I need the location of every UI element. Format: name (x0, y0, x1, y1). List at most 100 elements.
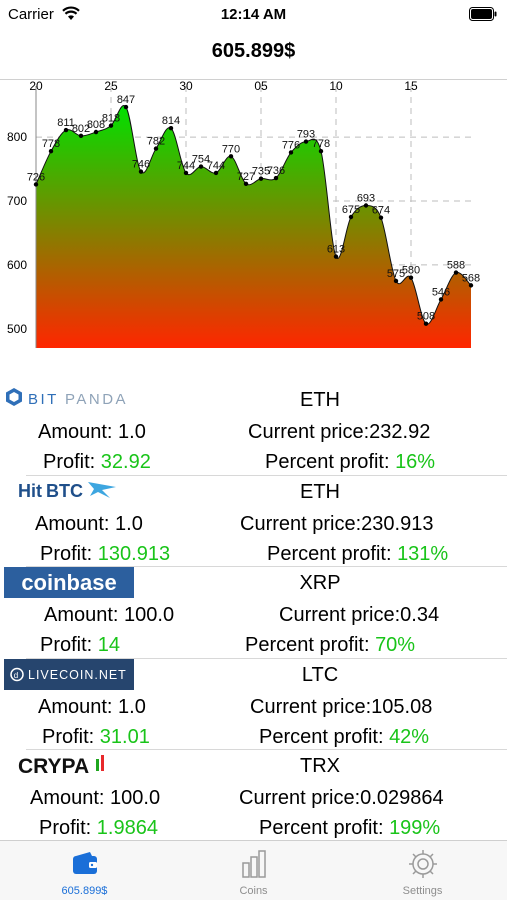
data-point (393, 278, 399, 284)
tab-label-wallet: 605.899$ (61, 885, 108, 897)
profit-label: Profit: 32.92 (43, 451, 151, 474)
percent-profit-value: 70% (375, 634, 416, 657)
tab-wallet[interactable]: 605.899$ (0, 841, 169, 900)
data-point (438, 297, 444, 302)
svg-text:coinbase: coinbase (21, 570, 116, 595)
svg-text:LIVECOIN.NET: LIVECOIN.NET (28, 668, 127, 682)
percent-profit-caption: Percent profit: (267, 542, 398, 565)
area-fill (36, 105, 471, 349)
data-label: 726 (27, 171, 45, 183)
data-point (198, 164, 204, 169)
data-point (348, 214, 354, 220)
profit-label: Profit: 31.01 (42, 726, 150, 749)
data-point (48, 148, 54, 154)
percent-profit-label: Percent profit: 42% (259, 726, 429, 749)
data-label: 508 (417, 311, 435, 323)
y-tick-label: 500 (7, 322, 27, 336)
bitpanda-logo: BIT PANDA (6, 388, 128, 408)
nav-divider (0, 79, 507, 80)
percent-profit-label: Percent profit: 70% (245, 634, 415, 657)
data-label: 693 (357, 192, 375, 204)
profit-value: 130.913 (97, 542, 171, 565)
data-point (78, 133, 84, 139)
profit-value: 32.92 (100, 451, 151, 473)
data-label: 782 (147, 136, 165, 148)
data-label: 727 (237, 171, 255, 183)
percent-profit-caption: Percent profit: (265, 451, 396, 473)
data-point (168, 125, 174, 131)
data-label: 580 (402, 265, 420, 277)
data-point (108, 123, 114, 128)
holding-row[interactable]: Hit BTC ETH Amount: 1.0 Current price:230.91… (0, 476, 507, 568)
holding-row[interactable]: BIT PANDA ETH Amount: 1.0 Current price:232.… (0, 384, 507, 476)
data-point (303, 139, 309, 144)
data-label: 808 (87, 119, 105, 131)
data-point (93, 129, 99, 135)
data-label: 744 (177, 160, 195, 172)
bar-chart-icon (242, 850, 266, 878)
data-point (243, 181, 249, 186)
row-divider (26, 657, 507, 659)
svg-text:BIT: BIT (28, 391, 59, 408)
percent-profit-value: 199% (389, 817, 441, 840)
row-divider (26, 566, 507, 568)
svg-text:d: d (14, 671, 18, 680)
data-point (213, 170, 219, 176)
data-label: 674 (372, 205, 390, 217)
percent-profit-label: Percent profit: 16% (265, 451, 435, 474)
profit-caption: Profit: (43, 451, 101, 473)
data-label: 802 (72, 123, 90, 135)
profit-caption: Profit: (39, 817, 97, 840)
battery-icon (469, 7, 497, 21)
holding-row[interactable]: d LIVECOIN.NET LTC Amount: 1.0 Current price… (0, 658, 507, 751)
data-point (423, 321, 429, 326)
coin-symbol: LTC (301, 663, 339, 686)
profit-value: 31.01 (99, 725, 150, 748)
data-point (138, 169, 144, 174)
coinbase-logo: coinbase (4, 567, 134, 599)
current-price-label: Current price:0.34 (279, 604, 440, 627)
x-tick-label: 05 (254, 79, 268, 93)
percent-profit-caption: Percent profit: (259, 725, 390, 748)
tab-settings[interactable]: Settings (338, 841, 507, 900)
holding-row[interactable]: coinbase XRP Amount: 100.0 Current price:0.… (0, 567, 507, 659)
percent-profit-label: Percent profit: 199% (259, 817, 440, 840)
data-label: 847 (117, 94, 135, 106)
hitbtc-logo: Hit BTC (18, 481, 116, 501)
data-point (33, 182, 39, 187)
tab-coins[interactable]: Coins (169, 841, 338, 900)
data-label: 575 (387, 268, 405, 280)
data-label: 735 (252, 166, 270, 178)
coin-symbol: XRP (299, 572, 341, 595)
wallet-icon (73, 852, 97, 874)
coin-symbol: TRX (300, 755, 340, 778)
profit-label: Profit: 14 (40, 634, 120, 657)
profit-caption: Profit: (40, 634, 98, 657)
data-point (183, 170, 189, 176)
coin-symbol: ETH (300, 480, 340, 503)
carrier-label: Carrier (8, 6, 54, 23)
coin-symbol: ETH (300, 389, 340, 411)
profit-value: 1.9864 (96, 817, 158, 840)
holding-row[interactable]: CRYPA TRX Amount: 100.0 Current price:0.029… (0, 750, 507, 842)
percent-profit-caption: Percent profit: (245, 634, 376, 657)
data-point (123, 104, 129, 110)
data-point (258, 176, 264, 181)
percent-profit-caption: Percent profit: (259, 817, 390, 840)
x-tick-label: 25 (104, 79, 118, 93)
x-tick-label: 10 (329, 79, 343, 93)
data-point (408, 275, 414, 280)
current-price-label: Current price:232.92 (248, 421, 431, 443)
svg-text:Hit: Hit (18, 481, 42, 501)
data-label: 818 (102, 113, 120, 125)
svg-text:PANDA: PANDA (65, 391, 128, 408)
percent-profit-value: 42% (389, 725, 430, 748)
data-point (468, 283, 474, 288)
y-tick-label: 800 (7, 130, 27, 144)
profit-value: 14 (97, 634, 121, 657)
profit-label: Profit: 130.913 (40, 543, 170, 566)
y-tick-label: 700 (7, 194, 27, 208)
profit-label: Profit: 1.9864 (39, 817, 158, 840)
data-point (333, 254, 339, 259)
